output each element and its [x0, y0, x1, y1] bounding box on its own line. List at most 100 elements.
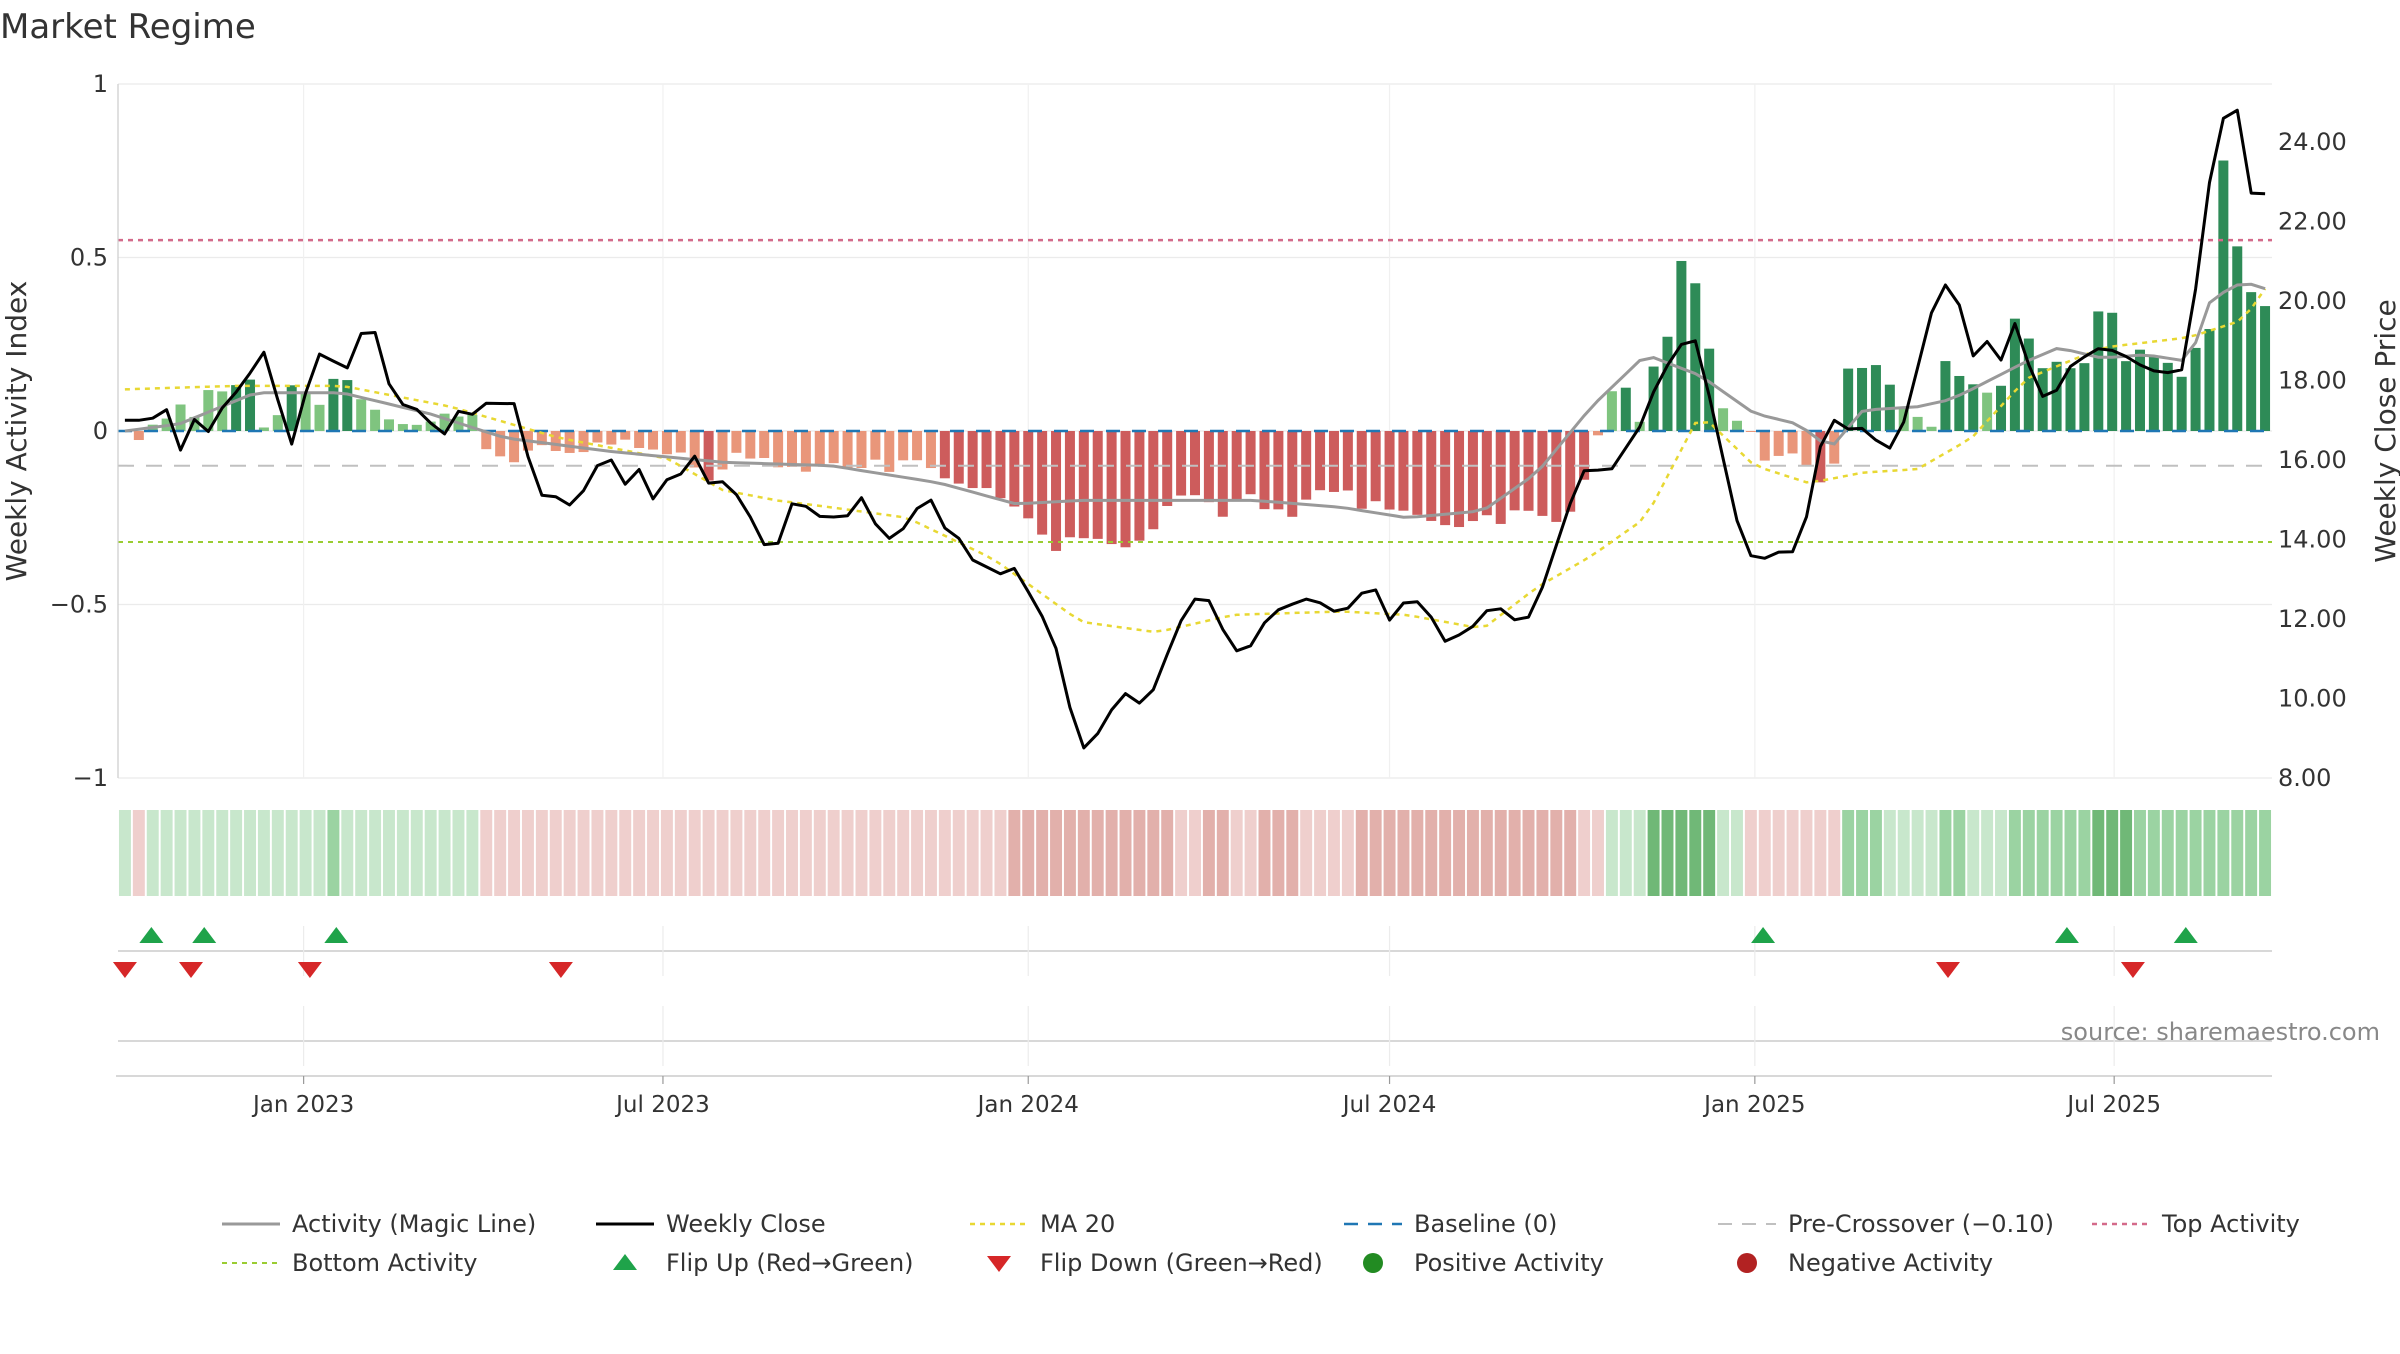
regime-strip-cell [146, 810, 159, 896]
right-tick-label: 10.00 [2278, 685, 2347, 713]
regime-strip-cell [1355, 810, 1368, 896]
activity-bar [1273, 431, 1284, 510]
regime-strip-cell [633, 810, 646, 896]
legend-label: Negative Activity [1788, 1249, 1993, 1277]
legend-label: Pre-Crossover (−0.10) [1788, 1210, 2054, 1238]
activity-bar [1023, 431, 1034, 519]
activity-bar [1537, 431, 1548, 516]
activity-bar [1606, 391, 1617, 431]
activity-bar [1968, 384, 1979, 431]
activity-bar [731, 431, 742, 453]
flip-down-marker [1935, 962, 1960, 978]
activity-bar [1787, 431, 1798, 454]
activity-bar [1189, 431, 1201, 496]
regime-strip-cell [1439, 810, 1452, 896]
left-tick-label: −0.5 [50, 591, 108, 619]
activity-bar [884, 431, 895, 472]
regime-strip-cell [1814, 810, 1827, 896]
activity-bar [2037, 368, 2048, 431]
regime-strip-cell [924, 810, 937, 896]
regime-strip-cell [1397, 810, 1410, 896]
activity-bar [1203, 431, 1214, 503]
regime-strip-cell [2231, 810, 2244, 896]
activity-bar [606, 431, 617, 445]
regime-strip-cell [1605, 810, 1618, 896]
regime-strip-cell [786, 810, 798, 896]
flip-down-marker [297, 962, 322, 978]
regime-strip-cell [257, 810, 270, 896]
regime-strip-cell [1633, 810, 1646, 896]
regime-strip-cell [452, 810, 465, 896]
regime-strip-cell [1272, 810, 1285, 896]
legend-label: Positive Activity [1414, 1249, 1604, 1277]
activity-bars-layer [119, 160, 2271, 551]
activity-bar [773, 431, 784, 468]
regime-strip-cell [563, 810, 576, 896]
regime-strip-cell [1202, 810, 1215, 896]
regime-strip-cell [1077, 810, 1090, 896]
activity-bar [1259, 431, 1270, 510]
regime-strip-cell [952, 810, 965, 896]
activity-bar [300, 393, 311, 431]
activity-bar [1690, 283, 1701, 431]
flip-up-marker [192, 927, 217, 943]
activity-bar [1745, 431, 1756, 432]
right-tick-label: 18.00 [2278, 367, 2347, 395]
activity-bar [2065, 368, 2076, 431]
regime-strip-cell [1480, 810, 1493, 896]
regime-strip-cell [2050, 810, 2063, 896]
chart-title: Market Regime [0, 7, 256, 47]
x-tick-label: Jul 2024 [1341, 1092, 1437, 1118]
activity-bar [2134, 349, 2145, 431]
x-tick-label: Jul 2023 [614, 1092, 710, 1118]
activity-bar [703, 431, 714, 481]
reference-lines-layer [118, 238, 2272, 544]
regime-strip-cell [911, 810, 924, 896]
regime-strip-cell [855, 810, 868, 896]
regime-strip-cell [1869, 810, 1882, 896]
left-axis-label: Weekly Activity Index [0, 281, 33, 582]
regime-strip-cell [2092, 810, 2105, 896]
regime-strip-cell [660, 810, 673, 896]
activity-bar [1245, 431, 1256, 495]
activity-bar [425, 421, 436, 431]
regime-strip-cell [1786, 810, 1799, 896]
regime-strip-cell [216, 810, 229, 896]
activity-bar [370, 409, 381, 431]
legend-swatch [1363, 1253, 1383, 1273]
activity-bar [2204, 329, 2215, 431]
regime-strip-cell [2106, 810, 2119, 896]
activity-bar [898, 431, 909, 461]
activity-bar [1579, 431, 1590, 480]
regime-strip-cell [938, 810, 951, 896]
activity-bar [1134, 431, 1145, 541]
activity-bar [2121, 361, 2132, 431]
activity-bar [1162, 431, 1173, 506]
activity-bar [1801, 431, 1812, 466]
regime-strip-cell [1453, 810, 1466, 896]
regime-strip-cell [1800, 810, 1813, 896]
activity-bar [2162, 362, 2173, 431]
weekly-close-line [124, 108, 2266, 750]
activity-bar [536, 431, 547, 446]
activity-bar [2148, 356, 2159, 431]
activity-bar [1370, 431, 1381, 502]
activity-bar [1287, 431, 1298, 517]
activity-bar [1940, 361, 1951, 431]
activity-bar [397, 424, 408, 431]
x-tick-label: Jan 2024 [976, 1092, 1079, 1118]
activity-bar [2232, 246, 2243, 431]
activity-bar [2009, 318, 2020, 431]
activity-bar [1231, 431, 1242, 500]
regime-strip-cell [2161, 810, 2174, 896]
activity-bar [1009, 431, 1020, 507]
regime-strip-cell [688, 810, 701, 896]
activity-bar [1773, 431, 1784, 456]
activity-bar [342, 380, 353, 431]
activity-bar [1356, 431, 1367, 509]
regime-strip-cell [327, 810, 340, 896]
legend-label: Top Activity [2161, 1210, 2300, 1238]
activity-bar [2107, 312, 2118, 431]
regime-strip-cell [2245, 810, 2258, 896]
